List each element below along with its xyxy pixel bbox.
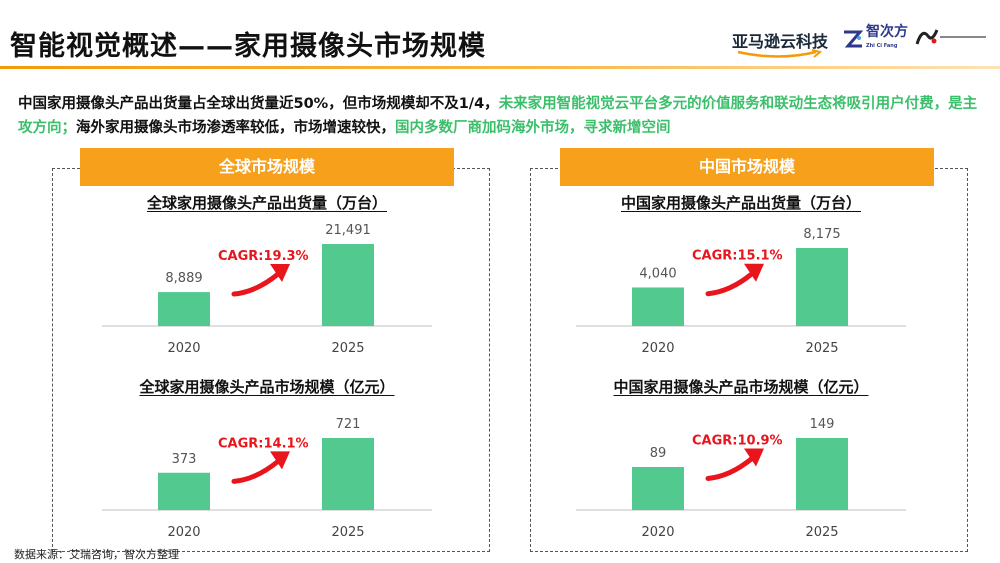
zhici-logo: 智次方 Zhi Ci Fang (842, 25, 908, 53)
x-tick-label: 2025 (331, 341, 364, 356)
bar-2020 (158, 472, 210, 510)
source-note: 数据来源：艾瑞咨询，智次方整理 (14, 548, 179, 561)
chart-title-global-shipments: 全球家用摄像头产品出货量（万台） (146, 194, 387, 212)
bar-2025 (796, 248, 848, 326)
bar-2025 (322, 244, 374, 326)
data-label: 89 (650, 446, 667, 461)
growth-arrow-head (744, 263, 764, 282)
data-label: 149 (810, 417, 835, 432)
chart-global-market-size: 373 2020 721 2025 CAGR:14.1% (102, 417, 432, 540)
data-label: 8,175 (803, 227, 840, 242)
summary-text: 中国家用摄像头产品出货量占全球出货量近50%，但市场规模却不及1/4，未来家用智… (18, 92, 978, 140)
x-tick-label: 2020 (641, 341, 674, 356)
growth-arrow (231, 271, 281, 297)
cagr-label: CAGR:19.3% (218, 249, 309, 264)
growth-arrow-head (270, 451, 290, 470)
data-label: 8,889 (165, 271, 202, 286)
chart-title-china-shipments: 中国家用摄像头产品出货量（万台） (620, 194, 861, 212)
data-label: 373 (172, 452, 197, 467)
cagr-label: CAGR:14.1% (218, 436, 309, 451)
chart-title-global-market-size: 全球家用摄像头产品市场规模（亿元） (139, 378, 395, 396)
growth-arrow (705, 455, 755, 481)
summary-part-4: 国内多数厂商加码海外市场，寻求新增空间 (395, 120, 671, 136)
summary-part-3: 海外家用摄像头市场渗透率较低，市场增速较快， (76, 120, 395, 136)
zhici-logo-text: 智次方 (866, 24, 908, 40)
partner-mark-icon (915, 29, 939, 45)
amazon-smile-icon (737, 49, 823, 58)
chart-title-china-market-size: 中国家用摄像头产品市场规模（亿元） (613, 378, 869, 396)
bar-2020 (632, 466, 684, 510)
x-tick-label: 2025 (805, 341, 838, 356)
china-market-banner: 中国市场规模 (560, 148, 934, 186)
cagr-label: CAGR:10.9% (692, 433, 783, 448)
growth-arrow (705, 271, 755, 297)
chart-china-shipments: 4,040 2020 8,175 2025 CAGR:15.1% (576, 227, 906, 356)
partner-wordmark-icon (940, 36, 986, 38)
x-tick-label: 2020 (167, 525, 200, 540)
bar-2025 (796, 438, 848, 510)
amazon-logo: 亚马逊云科技 (732, 28, 829, 58)
chart-global-shipments: 8,889 2020 21,491 2025 CAGR:19.3% (102, 223, 432, 356)
bar-2025 (322, 438, 374, 510)
page-title: 智能视觉概述——家用摄像头市场规模 (10, 31, 486, 62)
growth-arrow (231, 458, 281, 484)
bar-2020 (632, 287, 684, 326)
data-label: 21,491 (325, 223, 371, 238)
chart-china-market-size: 89 2020 149 2025 CAGR:10.9% (576, 417, 906, 540)
data-label: 721 (336, 417, 361, 432)
cagr-label: CAGR:15.1% (692, 249, 783, 264)
global-market-banner: 全球市场规模 (80, 148, 454, 186)
title-divider (0, 66, 1000, 69)
zhici-mark-icon (844, 30, 864, 48)
zhici-logo-subtext: Zhi Ci Fang (866, 43, 898, 49)
partner-logo (914, 26, 990, 48)
summary-part-2: 未来家用智能视觉云平台多元的价值服务和联动生态将吸引用户付费，是主攻方向； (18, 96, 978, 136)
x-tick-label: 2025 (805, 525, 838, 540)
growth-arrow-head (270, 264, 290, 283)
amazon-logo-text: 亚马逊云科技 (732, 32, 829, 51)
bar-2020 (158, 292, 210, 326)
data-label: 4,040 (639, 266, 676, 281)
x-tick-label: 2025 (331, 525, 364, 540)
x-tick-label: 2020 (167, 341, 200, 356)
summary-part-1: 中国家用摄像头产品出货量占全球出货量近50%，但市场规模却不及1/4， (18, 96, 499, 112)
x-tick-label: 2020 (641, 525, 674, 540)
growth-arrow-head (744, 448, 764, 467)
